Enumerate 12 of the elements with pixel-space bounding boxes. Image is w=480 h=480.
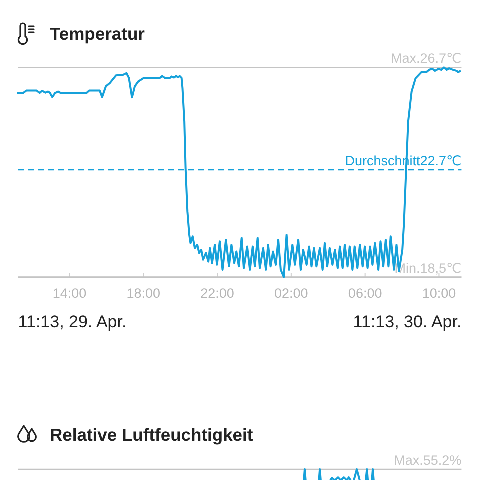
x-tick-label: 18:00 <box>126 286 161 301</box>
x-tick-label: 10:00 <box>422 286 456 301</box>
text: 11:13, 30. Apr. <box>353 312 462 332</box>
chart-title: Temperatur <box>50 24 146 44</box>
ref-line-label: Max.26.7℃ <box>390 51 462 66</box>
text: 11:13, 29. Apr. <box>18 312 127 332</box>
x-tick-label: 14:00 <box>52 286 87 301</box>
chart-title: Relative Luftfeuchtigkeit <box>50 425 254 445</box>
x-tick-label: 06:00 <box>348 286 382 301</box>
x-tick-label: 02:00 <box>274 286 308 301</box>
x-tick-label: 22:00 <box>200 286 234 301</box>
ref-line-label: Max.55.2% <box>394 453 462 468</box>
